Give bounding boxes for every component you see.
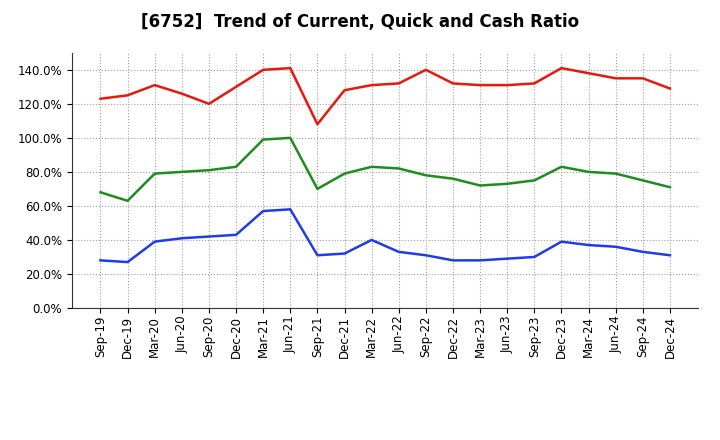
Line: Quick Ratio: Quick Ratio	[101, 138, 670, 201]
Cash Ratio	[367, 237, 376, 242]
Current Ratio	[665, 86, 674, 91]
Cash Ratio	[286, 207, 294, 212]
Quick Ratio	[395, 166, 403, 171]
Cash Ratio	[395, 249, 403, 254]
Current Ratio	[178, 91, 186, 96]
Current Ratio	[557, 66, 566, 71]
Cash Ratio	[639, 249, 647, 254]
Current Ratio	[367, 82, 376, 88]
Quick Ratio	[313, 186, 322, 191]
Text: [6752]  Trend of Current, Quick and Cash Ratio: [6752] Trend of Current, Quick and Cash …	[141, 13, 579, 31]
Cash Ratio	[178, 235, 186, 241]
Quick Ratio	[341, 171, 349, 176]
Cash Ratio	[449, 258, 457, 263]
Current Ratio	[611, 76, 620, 81]
Quick Ratio	[96, 190, 105, 195]
Current Ratio	[150, 82, 159, 88]
Cash Ratio	[232, 232, 240, 238]
Quick Ratio	[286, 135, 294, 140]
Quick Ratio	[150, 171, 159, 176]
Quick Ratio	[204, 168, 213, 173]
Cash Ratio	[584, 242, 593, 248]
Current Ratio	[96, 96, 105, 101]
Cash Ratio	[476, 258, 485, 263]
Line: Cash Ratio: Cash Ratio	[101, 209, 670, 262]
Current Ratio	[503, 82, 511, 88]
Current Ratio	[530, 81, 539, 86]
Quick Ratio	[449, 176, 457, 181]
Current Ratio	[395, 81, 403, 86]
Quick Ratio	[178, 169, 186, 175]
Quick Ratio	[639, 178, 647, 183]
Cash Ratio	[259, 209, 268, 214]
Cash Ratio	[123, 260, 132, 265]
Quick Ratio	[584, 169, 593, 175]
Cash Ratio	[150, 239, 159, 244]
Quick Ratio	[557, 164, 566, 169]
Quick Ratio	[259, 137, 268, 142]
Cash Ratio	[341, 251, 349, 256]
Current Ratio	[204, 101, 213, 106]
Quick Ratio	[123, 198, 132, 203]
Quick Ratio	[367, 164, 376, 169]
Current Ratio	[341, 88, 349, 93]
Current Ratio	[313, 121, 322, 127]
Quick Ratio	[232, 164, 240, 169]
Current Ratio	[421, 67, 430, 73]
Quick Ratio	[530, 178, 539, 183]
Quick Ratio	[665, 184, 674, 190]
Line: Current Ratio: Current Ratio	[101, 68, 670, 124]
Current Ratio	[476, 82, 485, 88]
Cash Ratio	[530, 254, 539, 260]
Cash Ratio	[96, 258, 105, 263]
Current Ratio	[639, 76, 647, 81]
Cash Ratio	[313, 253, 322, 258]
Quick Ratio	[611, 171, 620, 176]
Current Ratio	[259, 67, 268, 73]
Current Ratio	[123, 93, 132, 98]
Current Ratio	[449, 81, 457, 86]
Cash Ratio	[503, 256, 511, 261]
Quick Ratio	[503, 181, 511, 187]
Quick Ratio	[476, 183, 485, 188]
Quick Ratio	[421, 172, 430, 178]
Cash Ratio	[665, 253, 674, 258]
Cash Ratio	[204, 234, 213, 239]
Current Ratio	[232, 84, 240, 89]
Cash Ratio	[611, 244, 620, 249]
Cash Ratio	[421, 253, 430, 258]
Current Ratio	[286, 66, 294, 71]
Cash Ratio	[557, 239, 566, 244]
Current Ratio	[584, 70, 593, 76]
